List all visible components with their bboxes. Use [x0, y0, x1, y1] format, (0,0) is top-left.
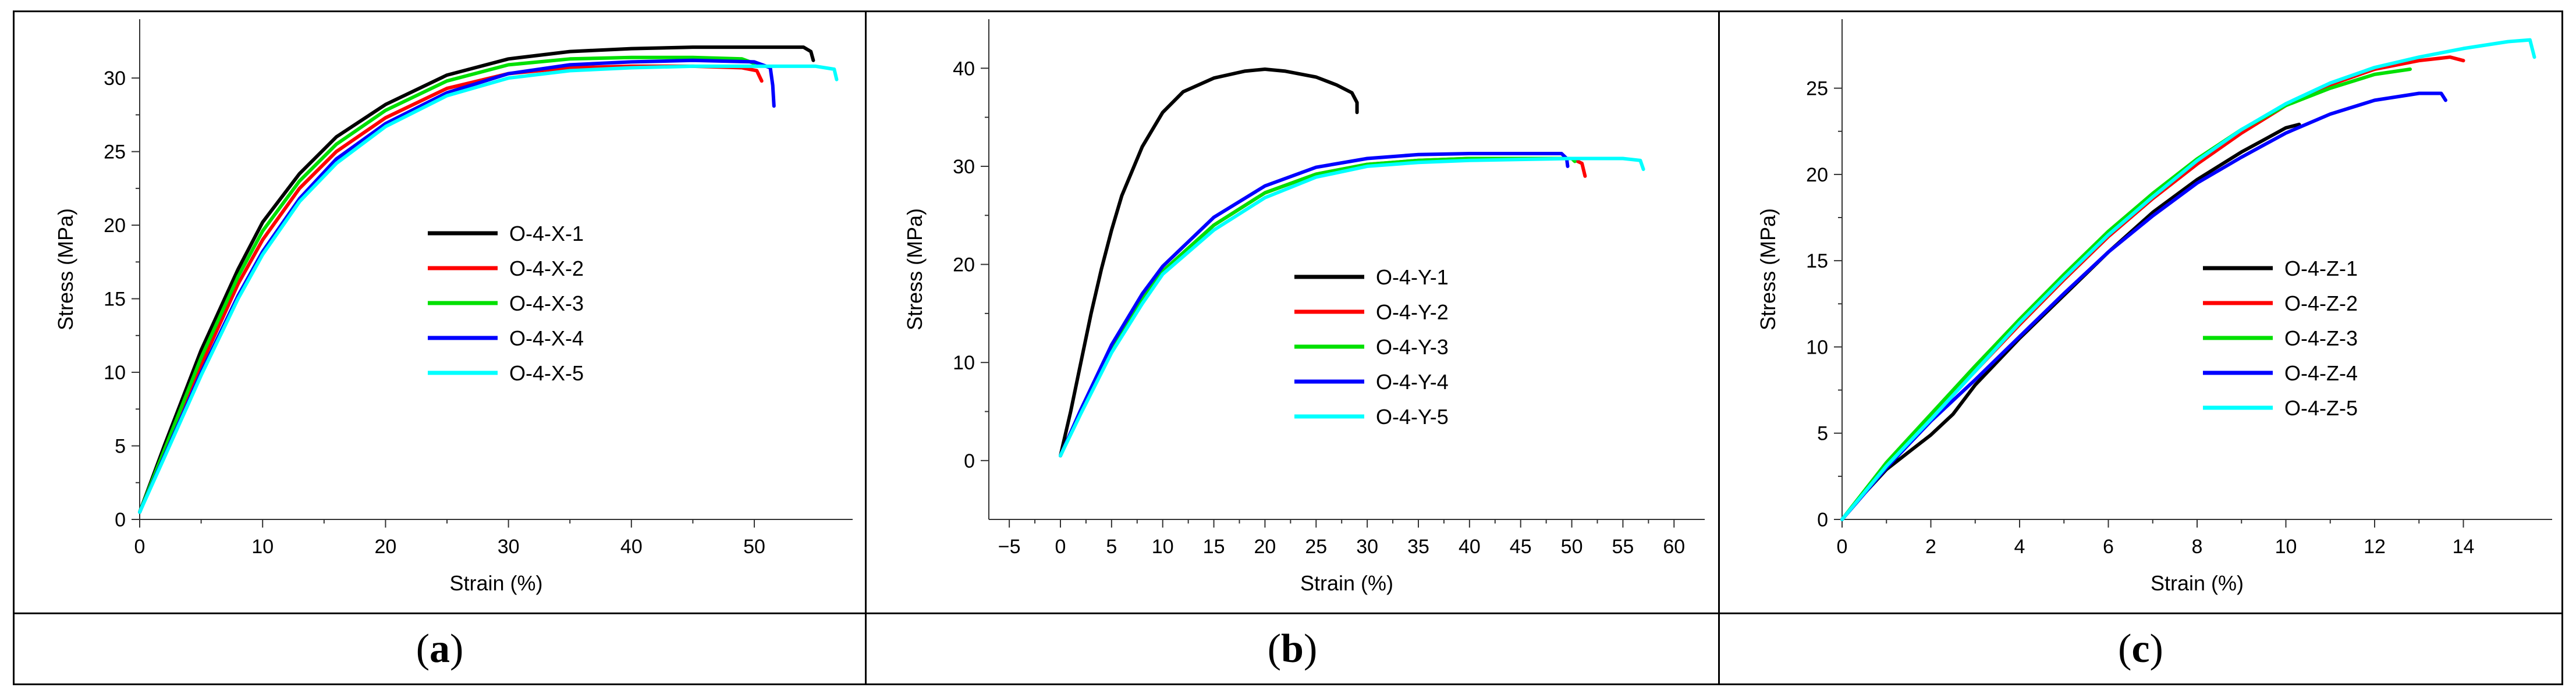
series-line-2: [1840, 55, 2465, 521]
series-line-1: [1059, 67, 1359, 458]
x-tick-label: 2: [1925, 536, 1936, 558]
legend-label: O-4-X-2: [509, 257, 584, 280]
x-tick-label: 30: [498, 536, 520, 558]
label-close: ): [450, 626, 464, 671]
panel-divider: [1718, 10, 1720, 685]
y-tick-label: 30: [104, 67, 126, 90]
y-tick-label: 15: [104, 289, 126, 311]
series-line-3: [1059, 156, 1577, 458]
series-line-5: [1840, 38, 2536, 521]
x-tick-label: 10: [1152, 536, 1174, 558]
y-tick-label: 0: [1817, 509, 1828, 531]
y-tick-label: 10: [104, 362, 126, 384]
y-tick-label: 10: [1806, 336, 1828, 358]
x-tick-label: 55: [1612, 536, 1634, 558]
legend-label: O-4-Z-3: [2284, 326, 2358, 350]
caption-divider: [13, 612, 2563, 614]
label-close: ): [2149, 626, 2163, 671]
x-tick-label: 20: [1254, 536, 1276, 558]
series-line-1: [138, 45, 815, 514]
y-tick-label: 25: [104, 141, 126, 163]
y-axis-title: Stress (MPa): [903, 208, 927, 330]
x-tick-label: 45: [1510, 536, 1532, 558]
legend-label: O-4-X-5: [509, 361, 584, 385]
chart-panel-a: 0 10 20 30 40 50 0 5 10 15 20 25 30 Strain (%) Stress …: [54, 19, 853, 595]
chart-panel-b: −5 0 5 10 15 20 25 30 35 40 45 50 55 60 0 10 20 30 40 Strai…: [903, 19, 1705, 595]
series-line-3: [138, 55, 756, 514]
panel-divider: [865, 10, 867, 685]
y-tick-label: 5: [115, 436, 126, 458]
panel-label-c: (c): [1720, 614, 2561, 684]
y-tick-label: 0: [115, 509, 126, 531]
x-tick-label: 4: [2014, 536, 2025, 558]
x-tick-label: 60: [1663, 536, 1685, 558]
legend-label: O-4-Y-5: [1376, 405, 1449, 429]
x-tick-label: 14: [2453, 536, 2475, 558]
x-tick-label: 5: [1106, 536, 1117, 558]
x-tick-label: 10: [2275, 536, 2297, 558]
series-line-5: [138, 64, 839, 514]
y-axis-title: Stress (MPa): [1756, 208, 1780, 330]
legend-label: O-4-Y-4: [1376, 370, 1449, 394]
panel-label-a: (a): [15, 614, 865, 684]
y-tick-label: 40: [953, 58, 975, 80]
label-letter: c: [2131, 626, 2150, 671]
x-tick-label: 35: [1407, 536, 1429, 558]
legend-label: O-4-X-4: [509, 326, 584, 350]
y-axis-title: Stress (MPa): [54, 208, 77, 330]
chart-panel-c: 0 2 4 6 8 10 12 14 0 5 10 15 20 25 Strain (%) Stress (M…: [1756, 19, 2552, 595]
y-tick-label: 5: [1817, 423, 1828, 445]
x-tick-label: 10: [251, 536, 274, 558]
x-tick-label: 50: [743, 536, 765, 558]
x-tick-label: 25: [1305, 536, 1327, 558]
x-tick-label: 6: [2103, 536, 2114, 558]
x-tick-label: 12: [2364, 536, 2386, 558]
x-axis-title: Strain (%): [2151, 571, 2244, 595]
y-tick-label: 25: [1806, 78, 1828, 100]
x-tick-label: 20: [374, 536, 396, 558]
label-open: (: [416, 626, 430, 671]
y-tick-label: 20: [104, 215, 126, 237]
legend-label: O-4-Y-3: [1376, 335, 1449, 359]
x-tick-label: 0: [1837, 536, 1848, 558]
series-line-1: [1840, 122, 2301, 521]
label-open: (: [2118, 626, 2132, 671]
series-line-3: [1840, 67, 2412, 521]
y-tick-label: 15: [1806, 250, 1828, 272]
x-tick-label: 40: [1459, 536, 1481, 558]
x-tick-label: 0: [134, 536, 146, 558]
legend-label: O-4-Y-2: [1376, 300, 1449, 324]
label-open: (: [1267, 626, 1282, 671]
legend-label: O-4-Z-2: [2284, 291, 2358, 315]
x-tick-label: 30: [1356, 536, 1378, 558]
series-line-5: [1059, 156, 1645, 458]
label-close: ): [1303, 626, 1318, 671]
label-letter: b: [1281, 626, 1304, 671]
series-line-4: [1840, 91, 2447, 521]
x-tick-label: 40: [620, 536, 643, 558]
x-axis-title: Strain (%): [1300, 571, 1393, 595]
legend-label: O-4-Y-1: [1376, 265, 1449, 289]
x-axis-title: Strain (%): [449, 571, 542, 595]
label-letter: a: [430, 626, 450, 671]
y-tick-label: 30: [953, 156, 975, 178]
figure-frame: [13, 10, 2563, 685]
y-tick-label: 10: [953, 352, 975, 374]
legend-label: O-4-X-1: [509, 222, 584, 245]
panel-label-b: (b): [867, 614, 1718, 684]
x-tick-label: 8: [2192, 536, 2203, 558]
x-tick-label: 50: [1561, 536, 1583, 558]
legend-label: O-4-X-3: [509, 291, 584, 315]
legend-label: O-4-Z-1: [2284, 257, 2358, 280]
x-tick-label: 15: [1203, 536, 1225, 558]
y-tick-label: 20: [1806, 164, 1828, 186]
legend-label: O-4-Z-4: [2284, 361, 2358, 385]
series-line-4: [1059, 152, 1570, 458]
x-tick-label: 0: [1055, 536, 1066, 558]
legend-label: O-4-Z-5: [2284, 396, 2358, 420]
y-tick-label: 20: [953, 254, 975, 276]
y-tick-label: 0: [964, 450, 975, 472]
x-tick-label: −5: [998, 536, 1021, 558]
